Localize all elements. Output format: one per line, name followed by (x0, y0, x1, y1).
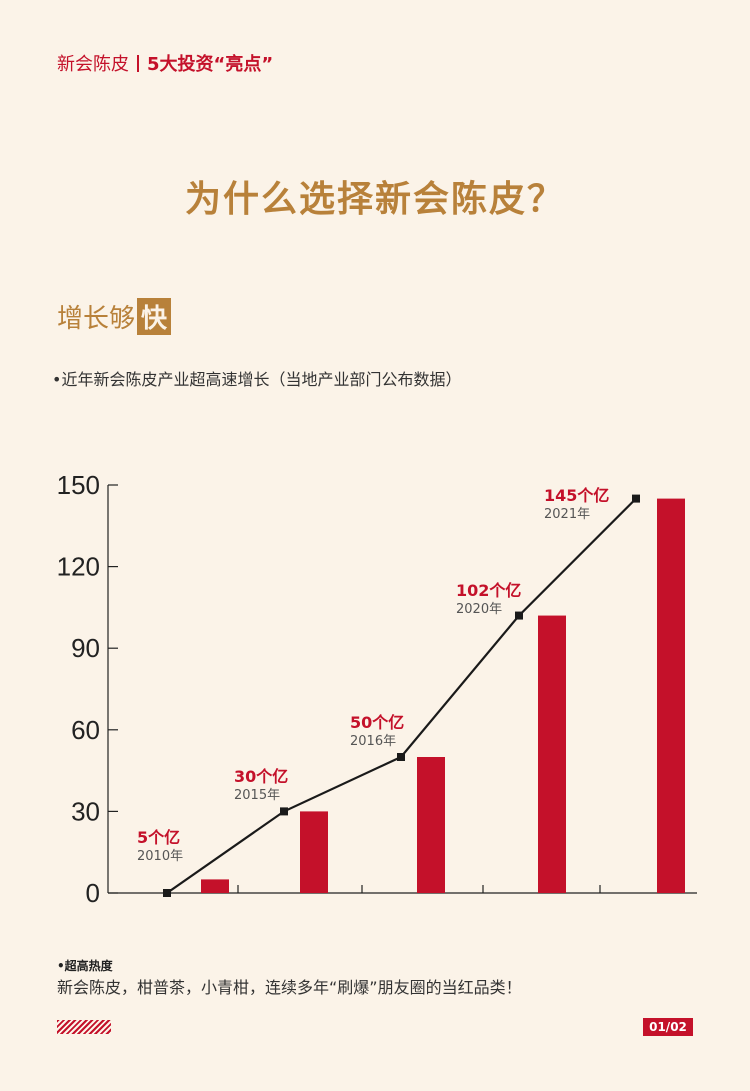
chart-description: •近年新会陈皮产业超高速增长（当地产业部门公布数据） (52, 370, 462, 389)
section-title-prefix: 增长够 (57, 304, 136, 334)
section-title-highlight: 快 (137, 298, 172, 335)
header: 新会陈皮 5大投资“亮点” (57, 50, 273, 76)
year-label: 2021年 (544, 507, 590, 522)
line-point (163, 889, 171, 897)
header-divider (137, 55, 139, 72)
y-tick-label: 30 (71, 796, 100, 826)
data-label: 30个亿 (234, 767, 288, 786)
bar (201, 879, 229, 893)
y-tick-label: 0 (86, 878, 100, 908)
bar (300, 811, 328, 893)
decorative-stripes (57, 1020, 111, 1034)
data-label: 50个亿 (350, 713, 404, 732)
line-point (515, 611, 523, 620)
y-tick-label: 90 (71, 633, 100, 663)
y-tick-label: 120 (57, 552, 100, 582)
data-label: 5个亿 (137, 828, 180, 847)
y-tick-label: 60 (71, 715, 100, 745)
header-highlight: 5大投资“亮点” (147, 54, 274, 75)
section-title: 增长够快 (57, 298, 172, 335)
line-point (397, 753, 405, 761)
data-label: 102个亿 (456, 581, 521, 600)
bar (538, 615, 566, 893)
bar (417, 757, 445, 893)
line-point (632, 494, 640, 503)
year-label: 2010年 (137, 849, 183, 864)
growth-chart: 0 30 60 90 120 150 5个亿 2010年 30个亿 2015年 50个亿 2016年 1… (57, 470, 697, 908)
bar (657, 498, 685, 893)
year-label: 2016年 (350, 734, 396, 749)
page-number: 01/02 (643, 1018, 693, 1036)
footer-text: 新会陈皮，柑普茶，小青柑，连续多年“刷爆”朋友圈的当红品类！ (57, 978, 522, 997)
header-brand: 新会陈皮 (57, 54, 129, 75)
footer-title: •超高热度 (57, 959, 113, 973)
line-point (280, 807, 288, 816)
data-label: 145个亿 (544, 486, 609, 505)
main-title: 为什么选择新会陈皮？ (184, 179, 565, 220)
y-tick-label: 150 (57, 470, 100, 500)
year-label: 2015年 (234, 788, 280, 803)
year-label: 2020年 (456, 602, 502, 617)
